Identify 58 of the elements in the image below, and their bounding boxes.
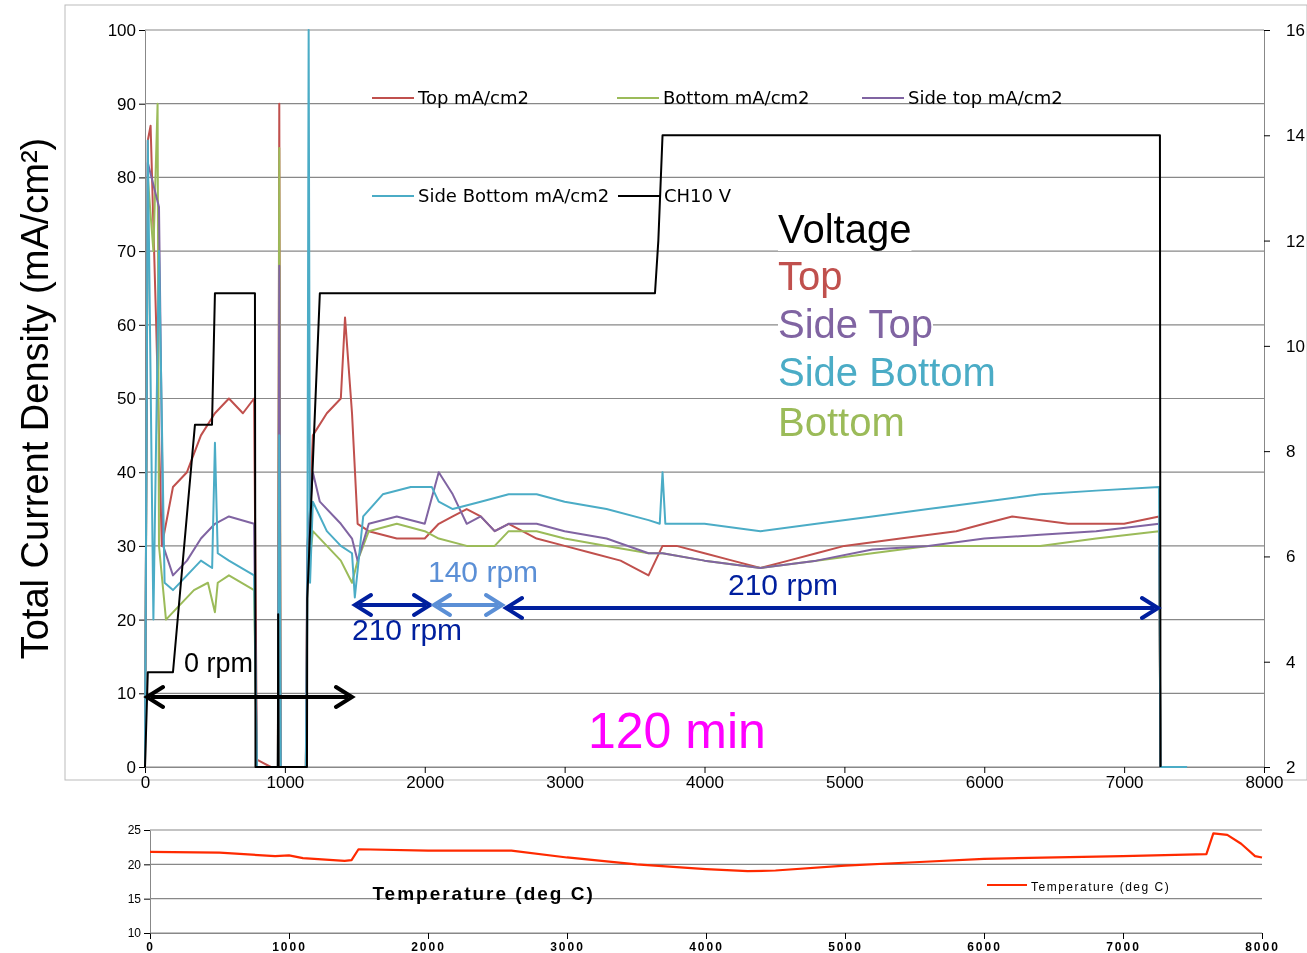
annotation: 120 min <box>588 703 766 759</box>
y-tick-label: 10 <box>117 684 136 704</box>
annotation: Side Bottom <box>778 350 996 394</box>
x-tick-label: 2000 <box>411 939 446 953</box>
y2-tick-label: 8 <box>1286 442 1296 462</box>
annotation: Top <box>778 254 843 298</box>
legend-label: Temperature (deg C) <box>1031 880 1171 894</box>
y2-tick-label: 6 <box>1286 547 1296 567</box>
y-tick-label: 80 <box>117 168 136 188</box>
x-tick-label: 3000 <box>550 939 585 953</box>
legend-label: Top mA/cm2 <box>417 87 529 108</box>
annotation: 140 rpm <box>428 555 539 588</box>
x-tick-label: 5000 <box>825 773 864 793</box>
x-tick-label: 1000 <box>266 773 305 793</box>
x-tick-label: 6000 <box>965 773 1004 793</box>
x-tick-label: 0 <box>146 939 155 953</box>
y-tick-label: 10 <box>127 926 142 941</box>
y-tick-label: 20 <box>127 857 142 872</box>
annotation: Voltage <box>778 207 912 251</box>
legend-label: Side Bottom mA/cm2 <box>418 185 610 206</box>
x-tick-label: 8000 <box>1245 773 1284 793</box>
x-tick-label: 8000 <box>1245 939 1280 953</box>
y2-tick-label: 10 <box>1286 336 1305 356</box>
y2-tick-label: 4 <box>1286 652 1296 672</box>
text: Temperature (deg C) <box>372 883 595 904</box>
y-tick-label: 20 <box>117 610 136 630</box>
x-tick-label: 7000 <box>1105 773 1144 793</box>
annotation: 0 rpm <box>184 648 254 678</box>
x-tick-label: 1000 <box>272 939 307 953</box>
annotation: 210 rpm <box>352 613 463 646</box>
legend-label: Bottom mA/cm2 <box>663 87 810 108</box>
y-tick-label: 40 <box>117 463 136 483</box>
y-tick-label: 60 <box>117 315 136 335</box>
legend-label: CH10 V <box>664 185 732 206</box>
legend-label: Side top mA/cm2 <box>908 87 1063 108</box>
x-tick-label: 4000 <box>686 773 724 793</box>
y-tick-label: 15 <box>127 892 142 907</box>
y-tick-label: 50 <box>117 389 136 409</box>
y-tick-label: 25 <box>127 823 142 838</box>
annotation: Bottom <box>778 400 905 444</box>
y-tick-label: 30 <box>117 536 136 556</box>
annotation: 210 rpm <box>728 568 839 601</box>
x-tick-label: 6000 <box>967 939 1002 953</box>
y2-tick-label: 16 <box>1286 20 1305 40</box>
y-tick-label: 70 <box>117 242 136 262</box>
y-tick-label: 0 <box>126 757 136 777</box>
x-tick-label: 5000 <box>828 939 863 953</box>
y-tick-label: 100 <box>107 20 136 40</box>
y2-tick-label: 12 <box>1286 231 1305 251</box>
x-tick-label: 7000 <box>1106 939 1141 953</box>
y-axis-title: Total Current Density (mA/cm²) <box>14 137 56 660</box>
x-tick-label: 4000 <box>689 939 724 953</box>
x-tick-label: 2000 <box>406 773 445 793</box>
y2-tick-label: 2 <box>1286 757 1296 777</box>
y-tick-label: 90 <box>117 94 136 114</box>
y2-tick-label: 14 <box>1286 126 1305 146</box>
x-tick-label: 3000 <box>546 773 585 793</box>
annotation: Side Top <box>778 302 933 346</box>
